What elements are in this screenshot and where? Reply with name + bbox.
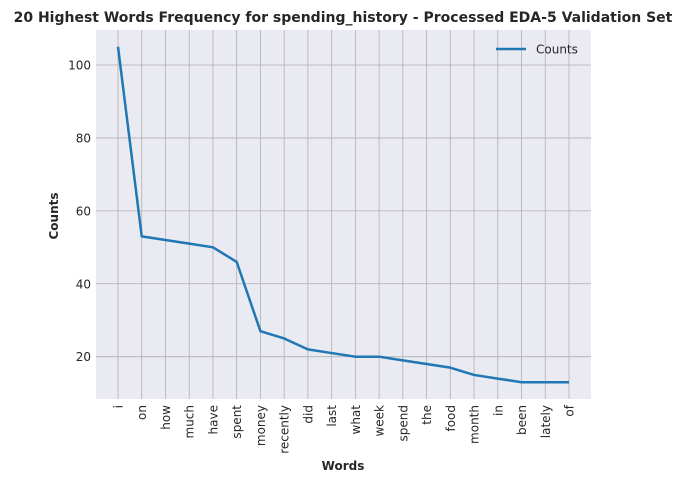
x-tick-label: recently [278,405,292,454]
x-tick-label: how [159,405,173,430]
y-tick-label: 40 [76,277,91,291]
y-tick-label: 20 [76,350,91,364]
y-axis-label: Counts [47,192,61,239]
grid [96,30,591,399]
legend-label: Counts [536,43,578,57]
x-tick-label: the [420,405,434,425]
x-tick-label: on [135,405,149,420]
y-ticks: 20 40 60 80 100 [68,59,91,365]
x-ticks: i on how much have spent money recently did last w… [112,404,577,454]
plot-background [96,30,591,399]
x-tick-label: did [301,405,315,424]
x-tick-label: i [112,405,126,408]
x-tick-label: much [183,405,197,439]
series-line [116,46,569,384]
series-lines [116,46,570,384]
x-tick-label: food [444,405,458,432]
x-axis-label: Words [322,459,365,473]
chart-title: 20 Highest Words Frequency for spending_… [14,10,673,26]
x-tick-label: lately [539,405,553,438]
legend: Counts [496,43,578,57]
y-tick-label: 60 [76,204,91,218]
x-tick-label: of [563,404,577,416]
x-tick-label: money [254,405,268,446]
x-tick-label: week [373,405,387,437]
x-tick-label: spend [396,405,410,441]
y-tick-label: 80 [76,131,91,145]
x-tick-label: last [325,405,339,427]
x-tick-label: have [206,405,220,434]
x-tick-label: been [515,405,529,435]
x-tick-label: month [468,405,482,444]
y-tick-label: 100 [68,59,91,73]
x-tick-label: what [349,405,363,435]
x-tick-label: in [491,405,505,416]
x-tick-label: spent [230,405,244,439]
